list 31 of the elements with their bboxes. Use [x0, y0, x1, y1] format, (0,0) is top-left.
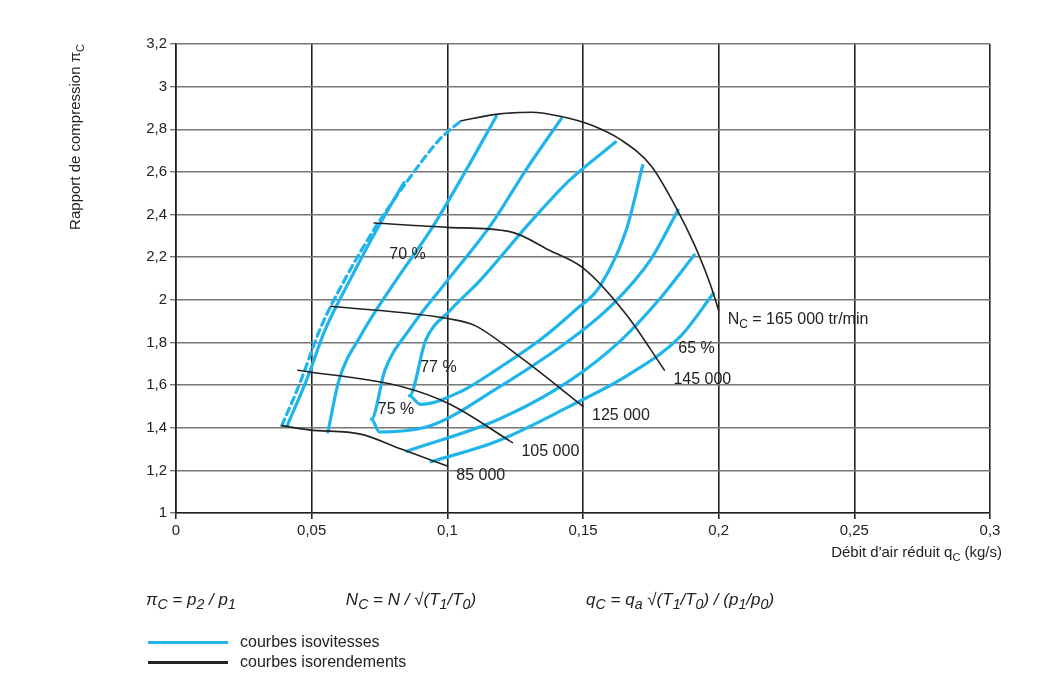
legend-label: courbes isorendements [240, 653, 407, 672]
text: π$_{C}$ = p$_{2}$ / p$_{1}$ [146, 590, 236, 613]
y-tick-label: 2 [158, 289, 167, 307]
x-tick-label: 0,2 [708, 521, 730, 539]
y-tick-label: 1 [158, 503, 167, 521]
x-tick-label: 0,1 [436, 521, 458, 539]
annotation: 75 % [377, 400, 415, 418]
y-axis-title: Rapport de compression πC [66, 43, 86, 230]
text: q$_{C}$ = q$_{a}$ √(T$_{1}$/T$_{0}$) / (p$_{1}$/p$_{0}$) [586, 590, 775, 613]
y-tick-label: 2,6 [146, 162, 167, 180]
x-tick-label: 0,15 [568, 521, 598, 539]
y-tick-label: 1,8 [146, 332, 167, 350]
annotation: 125 000 [592, 405, 650, 423]
y-tick-label: 1,4 [146, 417, 167, 435]
x-tick-label: 0,3 [979, 521, 1001, 539]
annotation: 105 000 [521, 442, 580, 460]
text: N$_{C}$ = N / √(T$_{1}$/T$_{0}$) [345, 590, 477, 613]
annotation: 65 % [678, 339, 715, 357]
x-tick-label: 0,25 [839, 521, 869, 539]
y-tick-label: 1,2 [146, 460, 167, 478]
y-tick-label: 2,8 [146, 119, 167, 137]
y-tick-label: 2,4 [146, 204, 167, 222]
line-series [280, 119, 463, 428]
y-tick-label: 1,6 [146, 375, 167, 393]
x-tick-label: 0,05 [297, 521, 327, 539]
y-tick-label: 2,2 [146, 247, 167, 265]
line-series [326, 114, 498, 434]
legend-label: courbes isovitesses [240, 633, 380, 652]
y-tick-label: 3,2 [146, 34, 167, 52]
y-tick-label: 3 [158, 76, 167, 94]
x-tick-label: 0 [171, 521, 181, 539]
